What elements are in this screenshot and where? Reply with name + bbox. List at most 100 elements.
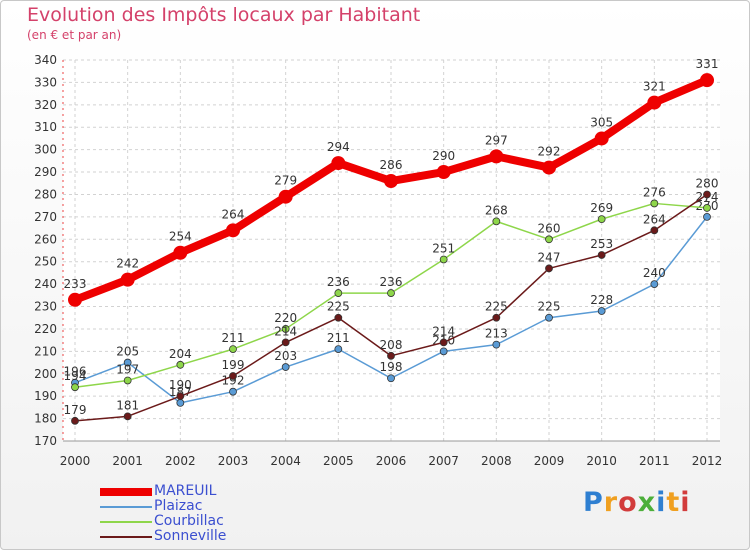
data-point: [229, 345, 237, 354]
data-label: 269: [590, 201, 613, 215]
data-label: 268: [485, 203, 508, 217]
logo-letter: r: [603, 487, 619, 518]
data-label: 280: [696, 176, 719, 190]
data-label: 197: [116, 362, 139, 376]
y-tick-label: 230: [34, 300, 57, 314]
data-point: [281, 338, 290, 347]
legend-item-sonneville: Sonneville: [100, 528, 300, 544]
data-point: [439, 347, 448, 356]
data-label: 214: [274, 324, 297, 338]
y-tick-label: 170: [34, 434, 57, 448]
logo-letter: i: [656, 487, 667, 518]
logo-letter: t: [666, 487, 681, 518]
logo-letter: i: [680, 487, 691, 518]
x-tick-label: 2000: [60, 454, 91, 468]
data-point: [542, 160, 556, 175]
y-tick-label: 180: [34, 412, 57, 426]
chart-title: Evolution des Impôts locaux par Habitant: [27, 4, 421, 26]
data-point: [650, 226, 659, 235]
x-tick-label: 2004: [270, 454, 301, 468]
data-point: [594, 131, 609, 146]
data-label: 194: [64, 369, 87, 383]
data-label: 297: [485, 133, 508, 147]
chart-subtitle: (en € et par an): [27, 28, 122, 42]
x-tick-label: 2010: [586, 454, 617, 468]
data-label: 204: [169, 347, 192, 361]
y-tick-label: 220: [34, 322, 57, 336]
data-point: [123, 412, 132, 421]
data-label: 290: [432, 149, 455, 163]
x-tick-label: 2012: [692, 454, 723, 468]
x-tick-label: 2009: [534, 454, 565, 468]
data-point: [123, 376, 132, 385]
data-label: 254: [169, 230, 192, 244]
y-tick-label: 280: [34, 187, 57, 201]
data-label: 228: [590, 293, 613, 307]
data-label: 286: [380, 158, 403, 172]
y-tick-label: 290: [34, 165, 57, 179]
data-label: 225: [327, 300, 350, 314]
x-tick-label: 2002: [165, 454, 196, 468]
x-tick-label: 2005: [323, 454, 354, 468]
data-point: [545, 313, 553, 322]
data-label: 264: [222, 207, 245, 221]
data-point: [334, 313, 343, 322]
data-point: [176, 360, 185, 369]
data-label: 211: [222, 331, 245, 345]
data-point: [700, 73, 714, 88]
data-point: [597, 251, 606, 259]
data-point: [650, 199, 659, 208]
data-label: 225: [538, 300, 561, 314]
x-tick-label: 2006: [376, 454, 407, 468]
data-point: [229, 387, 237, 396]
y-tick-label: 200: [34, 367, 57, 381]
y-tick-label: 310: [34, 120, 57, 134]
legend-label: Plaizac: [154, 498, 203, 514]
data-label: 225: [485, 300, 508, 314]
data-label: 247: [538, 250, 561, 264]
legend-label: MAREUIL: [154, 483, 217, 499]
logo-letter: o: [618, 487, 638, 518]
data-point: [334, 345, 343, 354]
data-label: 196: [64, 365, 87, 379]
data-point: [281, 363, 290, 371]
legend-item-courbillac: Courbillac: [100, 513, 300, 529]
data-point: [120, 272, 135, 287]
data-point: [334, 289, 343, 297]
data-point: [226, 223, 240, 238]
data-point: [384, 174, 398, 189]
data-point: [492, 340, 501, 349]
data-label: 240: [643, 266, 666, 280]
legend: MAREUIL Plaizac Courbillac Sonneville: [100, 483, 300, 544]
data-label: 198: [380, 360, 403, 374]
data-point: [71, 383, 79, 392]
data-label: 179: [64, 403, 87, 417]
y-tick-label: 210: [34, 344, 57, 358]
data-point: [173, 245, 188, 260]
y-tick-label: 330: [34, 75, 57, 89]
data-point: [545, 235, 553, 244]
y-tick-label: 240: [34, 277, 57, 291]
y-tick-label: 320: [34, 98, 57, 112]
data-point: [387, 351, 395, 360]
data-point: [176, 392, 185, 401]
plot-area: [63, 60, 720, 441]
data-point: [545, 264, 553, 273]
data-point: [229, 372, 237, 380]
legend-label: Sonneville: [154, 528, 227, 544]
logo-letter: P: [583, 487, 604, 518]
data-label: 251: [432, 241, 455, 255]
data-point: [703, 204, 711, 212]
logo-letter: x: [637, 487, 657, 518]
proxiti-logo[interactable]: Proxiti: [583, 487, 691, 518]
y-tick-label: 340: [34, 53, 57, 67]
data-point: [703, 190, 711, 199]
data-label: 211: [327, 331, 350, 345]
data-label: 181: [116, 398, 139, 412]
data-point: [176, 398, 185, 407]
data-point: [123, 358, 132, 367]
data-label: 233: [64, 277, 87, 291]
data-point: [281, 325, 290, 333]
data-label: 187: [169, 385, 192, 399]
data-point: [331, 156, 346, 171]
